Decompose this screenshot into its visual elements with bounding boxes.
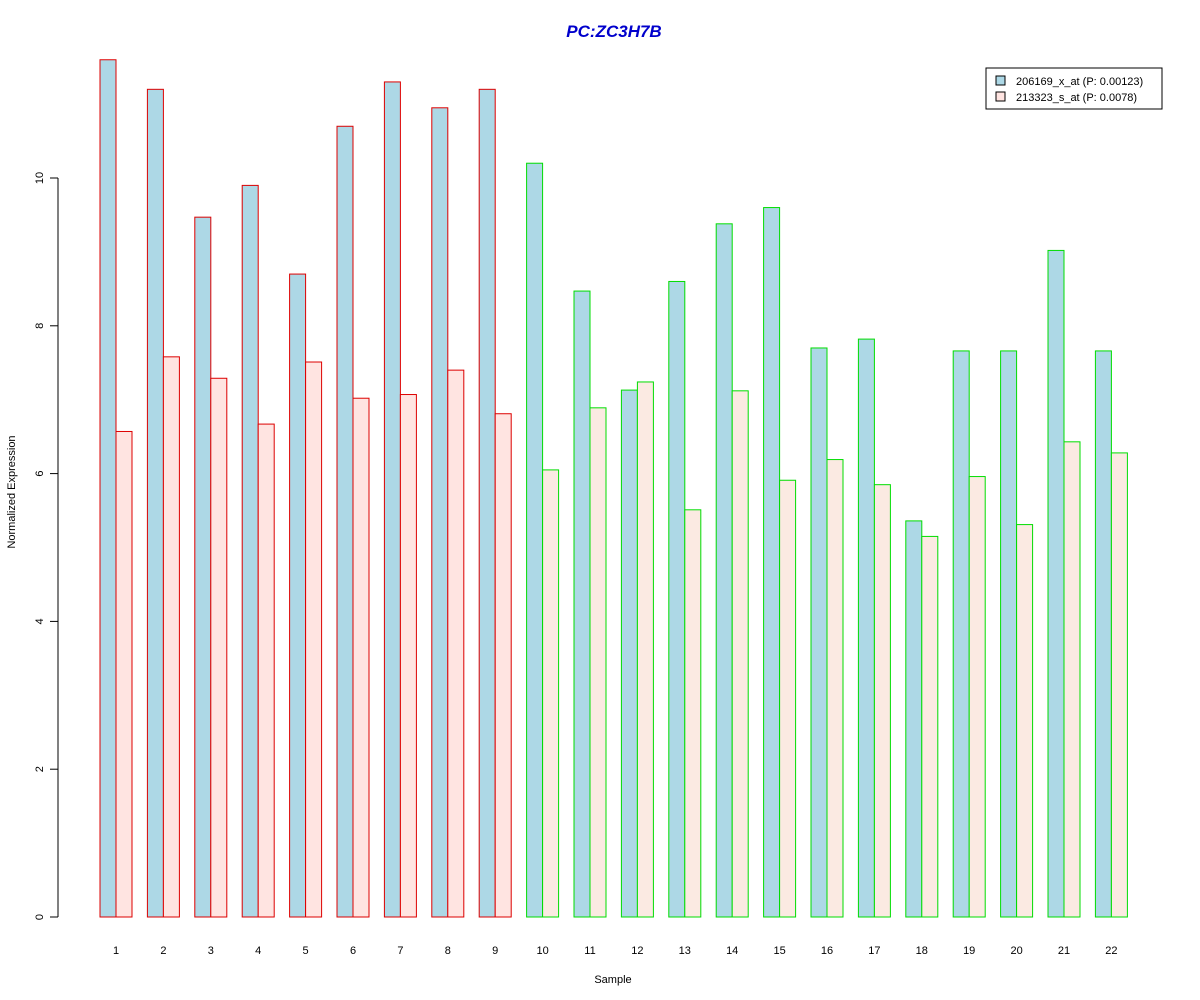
bar-206169-x-at [241, 184, 259, 918]
bar-206169-x-at [194, 216, 212, 918]
x-tick-label: 3 [208, 945, 214, 957]
bar-213323-s-at [257, 423, 275, 918]
bar-213323-s-at [1016, 524, 1034, 918]
bar-213323-s-at [210, 377, 228, 918]
bar-206169-x-at [763, 207, 781, 918]
x-tick-label: 21 [1058, 945, 1070, 957]
bar-206169-x-at [383, 81, 401, 918]
y-axis-label: Normalized Expression [6, 435, 18, 548]
x-tick-label: 8 [445, 945, 451, 957]
legend-swatch [995, 91, 1006, 102]
y-tick-label: 4 [34, 618, 46, 624]
bar-206169-x-at [1000, 350, 1018, 918]
y-tick-label: 6 [34, 471, 46, 477]
bar-213323-s-at [968, 476, 986, 918]
bar-213323-s-at [636, 381, 654, 918]
x-tick-label: 15 [773, 945, 785, 957]
bar-206169-x-at [1094, 350, 1112, 918]
x-tick-label: 6 [350, 945, 356, 957]
y-tick-label: 10 [34, 172, 46, 184]
y-tick-label: 0 [34, 914, 46, 920]
bar-206169-x-at [146, 88, 164, 918]
bar-206169-x-at [857, 338, 875, 918]
x-tick-label: 19 [963, 945, 975, 957]
bar-213323-s-at [1110, 452, 1128, 918]
x-tick-label: 13 [679, 945, 691, 957]
bar-206169-x-at [1047, 249, 1065, 918]
bar-213323-s-at [305, 361, 323, 918]
x-tick-label: 20 [1010, 945, 1022, 957]
x-tick-label: 2 [160, 945, 166, 957]
bar-213323-s-at [921, 535, 939, 918]
x-tick-label: 10 [536, 945, 548, 957]
x-axis-tick-labels: 1 2 3 4 5 6 7 8 9 10 11 12 13 14 15 16 17 18 19 20 21 22 [113, 945, 1118, 957]
x-tick-label: 17 [868, 945, 880, 957]
legend-swatch [995, 75, 1006, 86]
bar-213323-s-at [115, 430, 133, 918]
y-tick-label: 8 [34, 323, 46, 329]
x-tick-label: 14 [726, 945, 738, 957]
bar-213323-s-at [684, 509, 702, 918]
x-tick-label: 11 [584, 945, 595, 957]
bar-206169-x-at [715, 223, 733, 918]
bar-213323-s-at [589, 407, 607, 918]
bar-206169-x-at [620, 389, 638, 918]
bar-213323-s-at [826, 459, 844, 918]
chart-title: PC:ZC3H7B [566, 22, 661, 41]
bar-206169-x-at [431, 107, 449, 918]
bar-213323-s-at [399, 394, 417, 918]
bar-213323-s-at [1063, 441, 1081, 918]
bar-206169-x-at [810, 347, 828, 918]
bar-213323-s-at [779, 479, 797, 918]
y-tick-label: 2 [34, 766, 46, 772]
bar-206169-x-at [526, 162, 544, 918]
bar-206169-x-at [478, 88, 496, 918]
legend-entry-label: 213323_s_at (P: 0.0078) [1016, 92, 1137, 104]
x-tick-label: 9 [492, 945, 498, 957]
legend-entry-label: 206169_x_at (P: 0.00123) [1016, 76, 1143, 88]
x-tick-label: 4 [255, 945, 261, 957]
bar-206169-x-at [336, 125, 354, 918]
x-tick-label: 7 [397, 945, 403, 957]
bar-213323-s-at [447, 369, 465, 918]
x-tick-label: 18 [916, 945, 928, 957]
x-tick-label: 12 [631, 945, 643, 957]
legend-box [985, 67, 1163, 110]
legend: 206169_x_at (P: 0.00123) 213323_s_at (P: … [985, 67, 1163, 110]
bar-206169-x-at [952, 350, 970, 918]
bar-213323-s-at [162, 356, 180, 918]
x-tick-label: 1 [113, 945, 119, 957]
bar-213323-s-at [731, 390, 749, 918]
bar-206169-x-at [905, 520, 923, 918]
bar-213323-s-at [542, 469, 560, 918]
bars-layer [99, 59, 1128, 918]
bar-206169-x-at [289, 273, 307, 918]
x-tick-label: 5 [303, 945, 309, 957]
bar-206169-x-at [99, 59, 117, 918]
bar-213323-s-at [352, 397, 370, 918]
x-axis-label: Sample [594, 974, 631, 986]
x-tick-label: 16 [821, 945, 833, 957]
bar-213323-s-at [873, 484, 891, 918]
x-tick-label: 22 [1105, 945, 1117, 957]
y-axis-ticks: 0 2 4 6 8 10 [34, 172, 58, 920]
bar-206169-x-at [668, 280, 686, 918]
bar-213323-s-at [494, 413, 512, 918]
bar-206169-x-at [573, 290, 591, 918]
